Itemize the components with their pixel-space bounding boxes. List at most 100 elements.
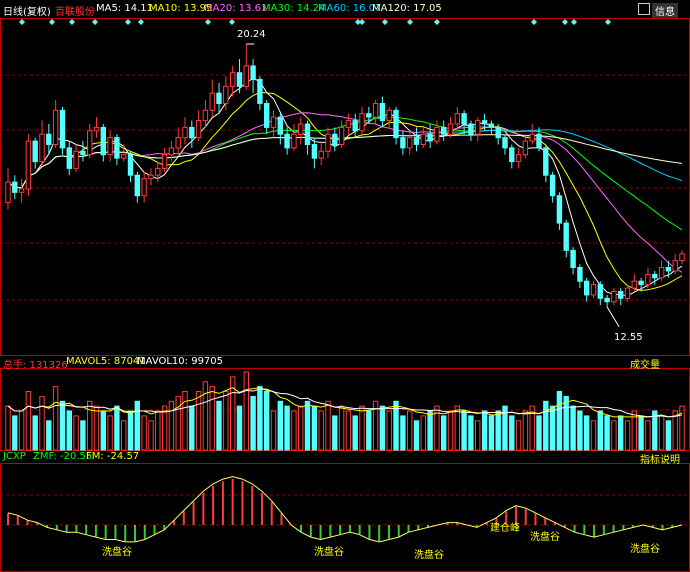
volume-bar [638,415,644,451]
candle [495,126,501,139]
volume-bar [597,410,603,451]
candle [441,126,447,135]
period-label[interactable]: 日线(复权) [3,7,51,18]
volume-bar [134,400,141,451]
volume-header: 总手: 131326 MAVOL5: 87041 MAVOL10: 99705 … [0,355,690,371]
volume-bar [359,405,365,451]
candle [284,133,290,149]
volume-bar [243,371,250,451]
volume-bar [284,405,290,451]
candle [359,113,365,132]
signal-marker [69,19,75,25]
volume-type-label[interactable]: 成交量 [630,360,660,371]
volume-bar [175,395,181,451]
volume-bar [264,391,270,451]
indicator-tag-4: 建仓峰 [490,523,520,534]
volume-bar [570,405,576,451]
ma60-label: MA60: 16.07 [318,3,382,14]
volume-bar [155,410,161,451]
candle [604,297,610,303]
candle [114,137,120,159]
volume-bar [311,405,318,451]
volume-bar [665,420,672,451]
candle [556,195,563,224]
volume-bar [624,420,631,451]
volume-bar [332,415,338,451]
signal-marker [19,19,25,25]
mavol10-label: MAVOL10: 99705 [137,356,224,367]
volume-bar [590,420,597,451]
candle [597,284,603,299]
candle [141,178,147,197]
candle [291,133,297,149]
indicator-header: JCXP ZMF: -20.55 FM: -24.57 指标说明 [0,450,690,466]
ma5-label: MA5: 14.11 [96,3,154,14]
candle [366,113,372,118]
candle [543,147,549,176]
volume-bar [250,395,256,451]
volume-bar [420,415,427,451]
volume-bar [189,405,195,451]
candle [134,174,141,197]
volume-bar [658,415,665,451]
volume-bar [121,420,127,451]
volume-bar [304,400,311,451]
candle [529,133,535,142]
volume-bar [502,405,508,451]
volume-bar [209,386,215,451]
candle [434,126,440,142]
indicator-help-button[interactable]: 指标说明 [640,455,680,466]
candle [584,280,590,296]
candle [345,120,352,128]
candle [658,267,665,279]
signal-marker [407,19,413,25]
signal-marker [229,19,235,25]
candle [338,126,345,146]
candle [25,140,32,190]
candle [672,260,678,272]
volume-bar [32,415,38,451]
volume-bar [407,410,413,451]
volume-bar [195,391,202,451]
volume-bar [652,410,658,451]
candle [12,181,18,193]
candle [100,126,106,156]
signal-marker [382,19,388,25]
candle [393,109,399,139]
candle [624,287,631,299]
signal-marker [359,19,365,25]
candle [570,249,576,268]
volume-bar [148,420,154,451]
candle [155,167,161,176]
volume-bar [80,420,86,451]
candle [332,133,338,145]
candle [257,79,263,104]
volume-bar [59,400,66,451]
grid-icon[interactable] [638,3,650,15]
low-price-label: 12.55 [614,332,643,343]
candle [379,103,386,122]
signal-marker [562,19,568,25]
price-panel-frame [0,18,690,356]
candle [304,123,311,145]
volume-bar [182,391,188,451]
signal-marker [125,19,131,25]
info-button[interactable]: 信息 [652,3,678,18]
candle [590,284,597,296]
candle [461,113,467,125]
candle [230,72,236,87]
volume-bar [318,410,324,451]
low-price-pointer [606,306,620,328]
candle [325,133,331,152]
ma30-label: MA30: 14.24 [262,3,326,14]
volume-bar [618,415,624,451]
volume-bar [413,420,420,451]
signal-marker [531,19,537,25]
candle [107,137,113,156]
volume-bar [168,400,175,451]
candle [18,188,25,193]
volume-bar [141,415,147,451]
volume-bar [366,410,372,451]
indicator-name: JCXP [3,451,26,462]
